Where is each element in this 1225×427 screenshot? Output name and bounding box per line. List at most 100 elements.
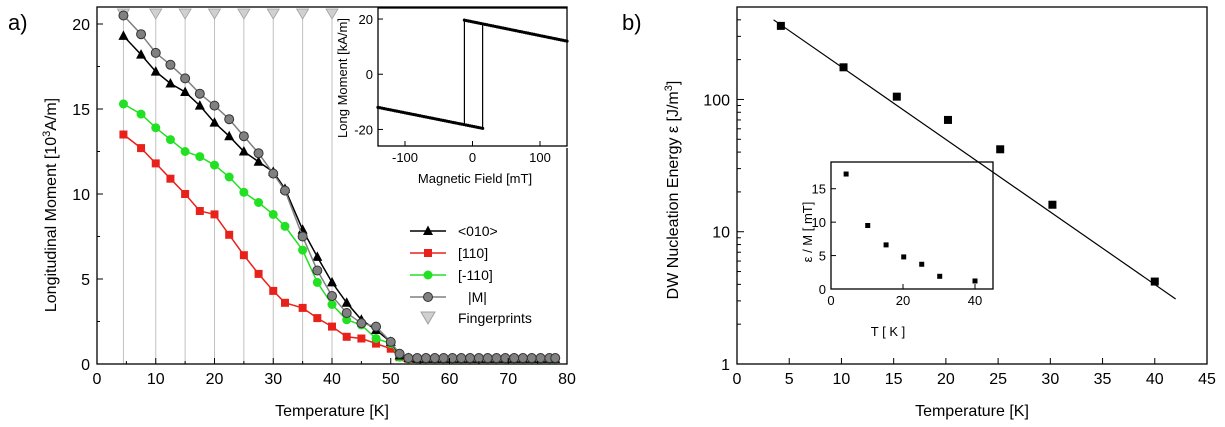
inset-b-points: [843, 171, 978, 284]
series-1-point-6: [210, 210, 219, 219]
fingerprint-marker-3: [207, 8, 222, 20]
series-0-point-13: [312, 251, 323, 261]
series-3-point-1: [136, 29, 147, 40]
b-point-3: [943, 115, 952, 124]
inset-b-ylabel: ε / M [ mT]: [800, 202, 815, 263]
series-1-point-16: [357, 334, 366, 343]
ia-ytick-label-0: -20: [354, 122, 373, 137]
fingerprint-marker-5: [266, 8, 280, 20]
legend-a: <010> [110] [-110] |M| Fingerprints: [410, 223, 532, 326]
panel-a-ticks: 0 10 20 30 40 50 60 70 80 0 5 10 15 20: [72, 17, 576, 388]
series-1-point-14: [328, 322, 336, 331]
b-point-5: [1048, 200, 1057, 209]
series-0-point-15: [341, 297, 352, 307]
a-ytick-label-1: 5: [81, 272, 90, 289]
series-3-point-7: [224, 114, 235, 125]
panel-a-inset: -100 0 100 -20 0 20 Magnetic Field [mT] Long …: [335, 7, 569, 186]
fit-line: [773, 19, 1177, 300]
ia-xtick-label-0: -100: [392, 150, 418, 165]
ib-xtick-label-0: 0: [827, 293, 834, 308]
series-1-point-15: [342, 332, 351, 341]
series-3-point-17: [371, 321, 382, 332]
series-2-point-5: [195, 152, 205, 162]
series-2-point-6: [210, 160, 219, 170]
ib-xtick-label-1: 20: [896, 293, 910, 308]
series-1-point-10: [269, 286, 278, 295]
inset-a-ticks: -100 0 100 -20 0 20: [354, 12, 551, 165]
series-0-point-14: [327, 276, 337, 287]
legend-marker-0: [423, 225, 433, 235]
series-3-point-27: [465, 353, 476, 364]
b-point-1: [839, 63, 848, 72]
legend-marker-fingerprints: [420, 311, 436, 325]
series-3-point-19: [394, 348, 405, 359]
b-xtick-label-7: 35: [1094, 371, 1112, 388]
series-3-point-18: [385, 336, 396, 347]
series-3-point-10: [268, 168, 279, 179]
a-ytick-label-4: 20: [72, 17, 90, 34]
series-3-point-23: [429, 353, 440, 364]
series-1-point-17: [372, 339, 381, 348]
ib-point-0: [843, 171, 849, 177]
series-3-point-6: [209, 100, 220, 111]
panel-b-inset: 0 20 40 0 5 10 15 T [ K ] ε / M [ mT]: [800, 161, 994, 339]
panel-a-label: a): [8, 10, 28, 35]
series-3-point-16: [356, 318, 367, 329]
b-point-4: [996, 145, 1005, 154]
series-2-point-4: [180, 147, 190, 156]
b-xtick-label-9: 45: [1198, 371, 1216, 388]
ia-ytick-label-2: 20: [359, 12, 373, 27]
a-xtick-label-3: 30: [264, 371, 282, 388]
legend-marker-2: [423, 270, 433, 280]
series-2-point-2: [151, 123, 161, 133]
series-2-point-1: [136, 109, 146, 119]
ia-xtick-label-1: 0: [469, 150, 476, 165]
series-1-point-5: [195, 207, 204, 215]
series-1-point-3: [166, 174, 175, 183]
a-xtick-label-5: 50: [382, 371, 400, 388]
panel-a: a) 0 10 20 30 40 50 60 70 80 0 5 10 15 20 Temperature…: [8, 6, 576, 420]
ia-xtick-label-2: 100: [529, 150, 551, 165]
ib-ytick-label-2: 10: [812, 215, 826, 230]
fingerprint-marker-6: [295, 8, 310, 20]
legend-text-0: <010>: [458, 223, 498, 239]
ib-ytick-label-1: 5: [819, 249, 826, 264]
ib-ytick-label-0: 0: [819, 282, 826, 297]
a-xtick-label-2: 20: [206, 371, 224, 388]
series-3-point-13: [312, 265, 323, 276]
series-3-point-26: [456, 353, 467, 364]
series-2-point-8: [239, 187, 249, 197]
series-2-point-12: [298, 245, 308, 255]
series-0-point-7: [224, 130, 235, 141]
series-3-point-15: [341, 308, 352, 318]
panel-a-ylabel: Longitudinal Moment [103A/m]: [41, 98, 60, 312]
series-0-point-2: [150, 66, 161, 76]
series-1-point-12: [298, 303, 307, 312]
a-xtick-label-6: 60: [441, 371, 459, 388]
series-1-point-0: [119, 130, 128, 139]
b-xtick-label-8: 40: [1146, 371, 1164, 388]
inset-b-frame: [830, 161, 994, 290]
ib-point-5: [937, 273, 943, 279]
ib-point-4: [919, 261, 925, 267]
a-ytick-label-2: 10: [72, 187, 90, 204]
b-point-6: [1150, 277, 1159, 286]
a-ytick-label-3: 15: [72, 102, 90, 119]
a-xtick-label-0: 0: [93, 371, 102, 388]
legend-marker-1: [424, 249, 432, 257]
series-3-point-32: [509, 353, 520, 364]
b-ytick-label-0: 1: [721, 357, 730, 374]
series-2-point-3: [165, 135, 175, 145]
legend-text-2: [-110]: [458, 267, 493, 283]
fingerprint-marker-1: [149, 8, 163, 20]
series-3-point-33: [517, 353, 528, 364]
b-point-0: [776, 21, 785, 30]
series-1-point-9: [254, 269, 263, 278]
b-point-2: [892, 92, 901, 101]
b-xtick-label-1: 5: [785, 371, 794, 388]
ib-point-3: [901, 254, 907, 260]
panel-b-axes-box: [736, 6, 1208, 365]
b-xtick-label-6: 30: [1041, 371, 1059, 388]
a-xtick-label-8: 80: [558, 371, 576, 388]
